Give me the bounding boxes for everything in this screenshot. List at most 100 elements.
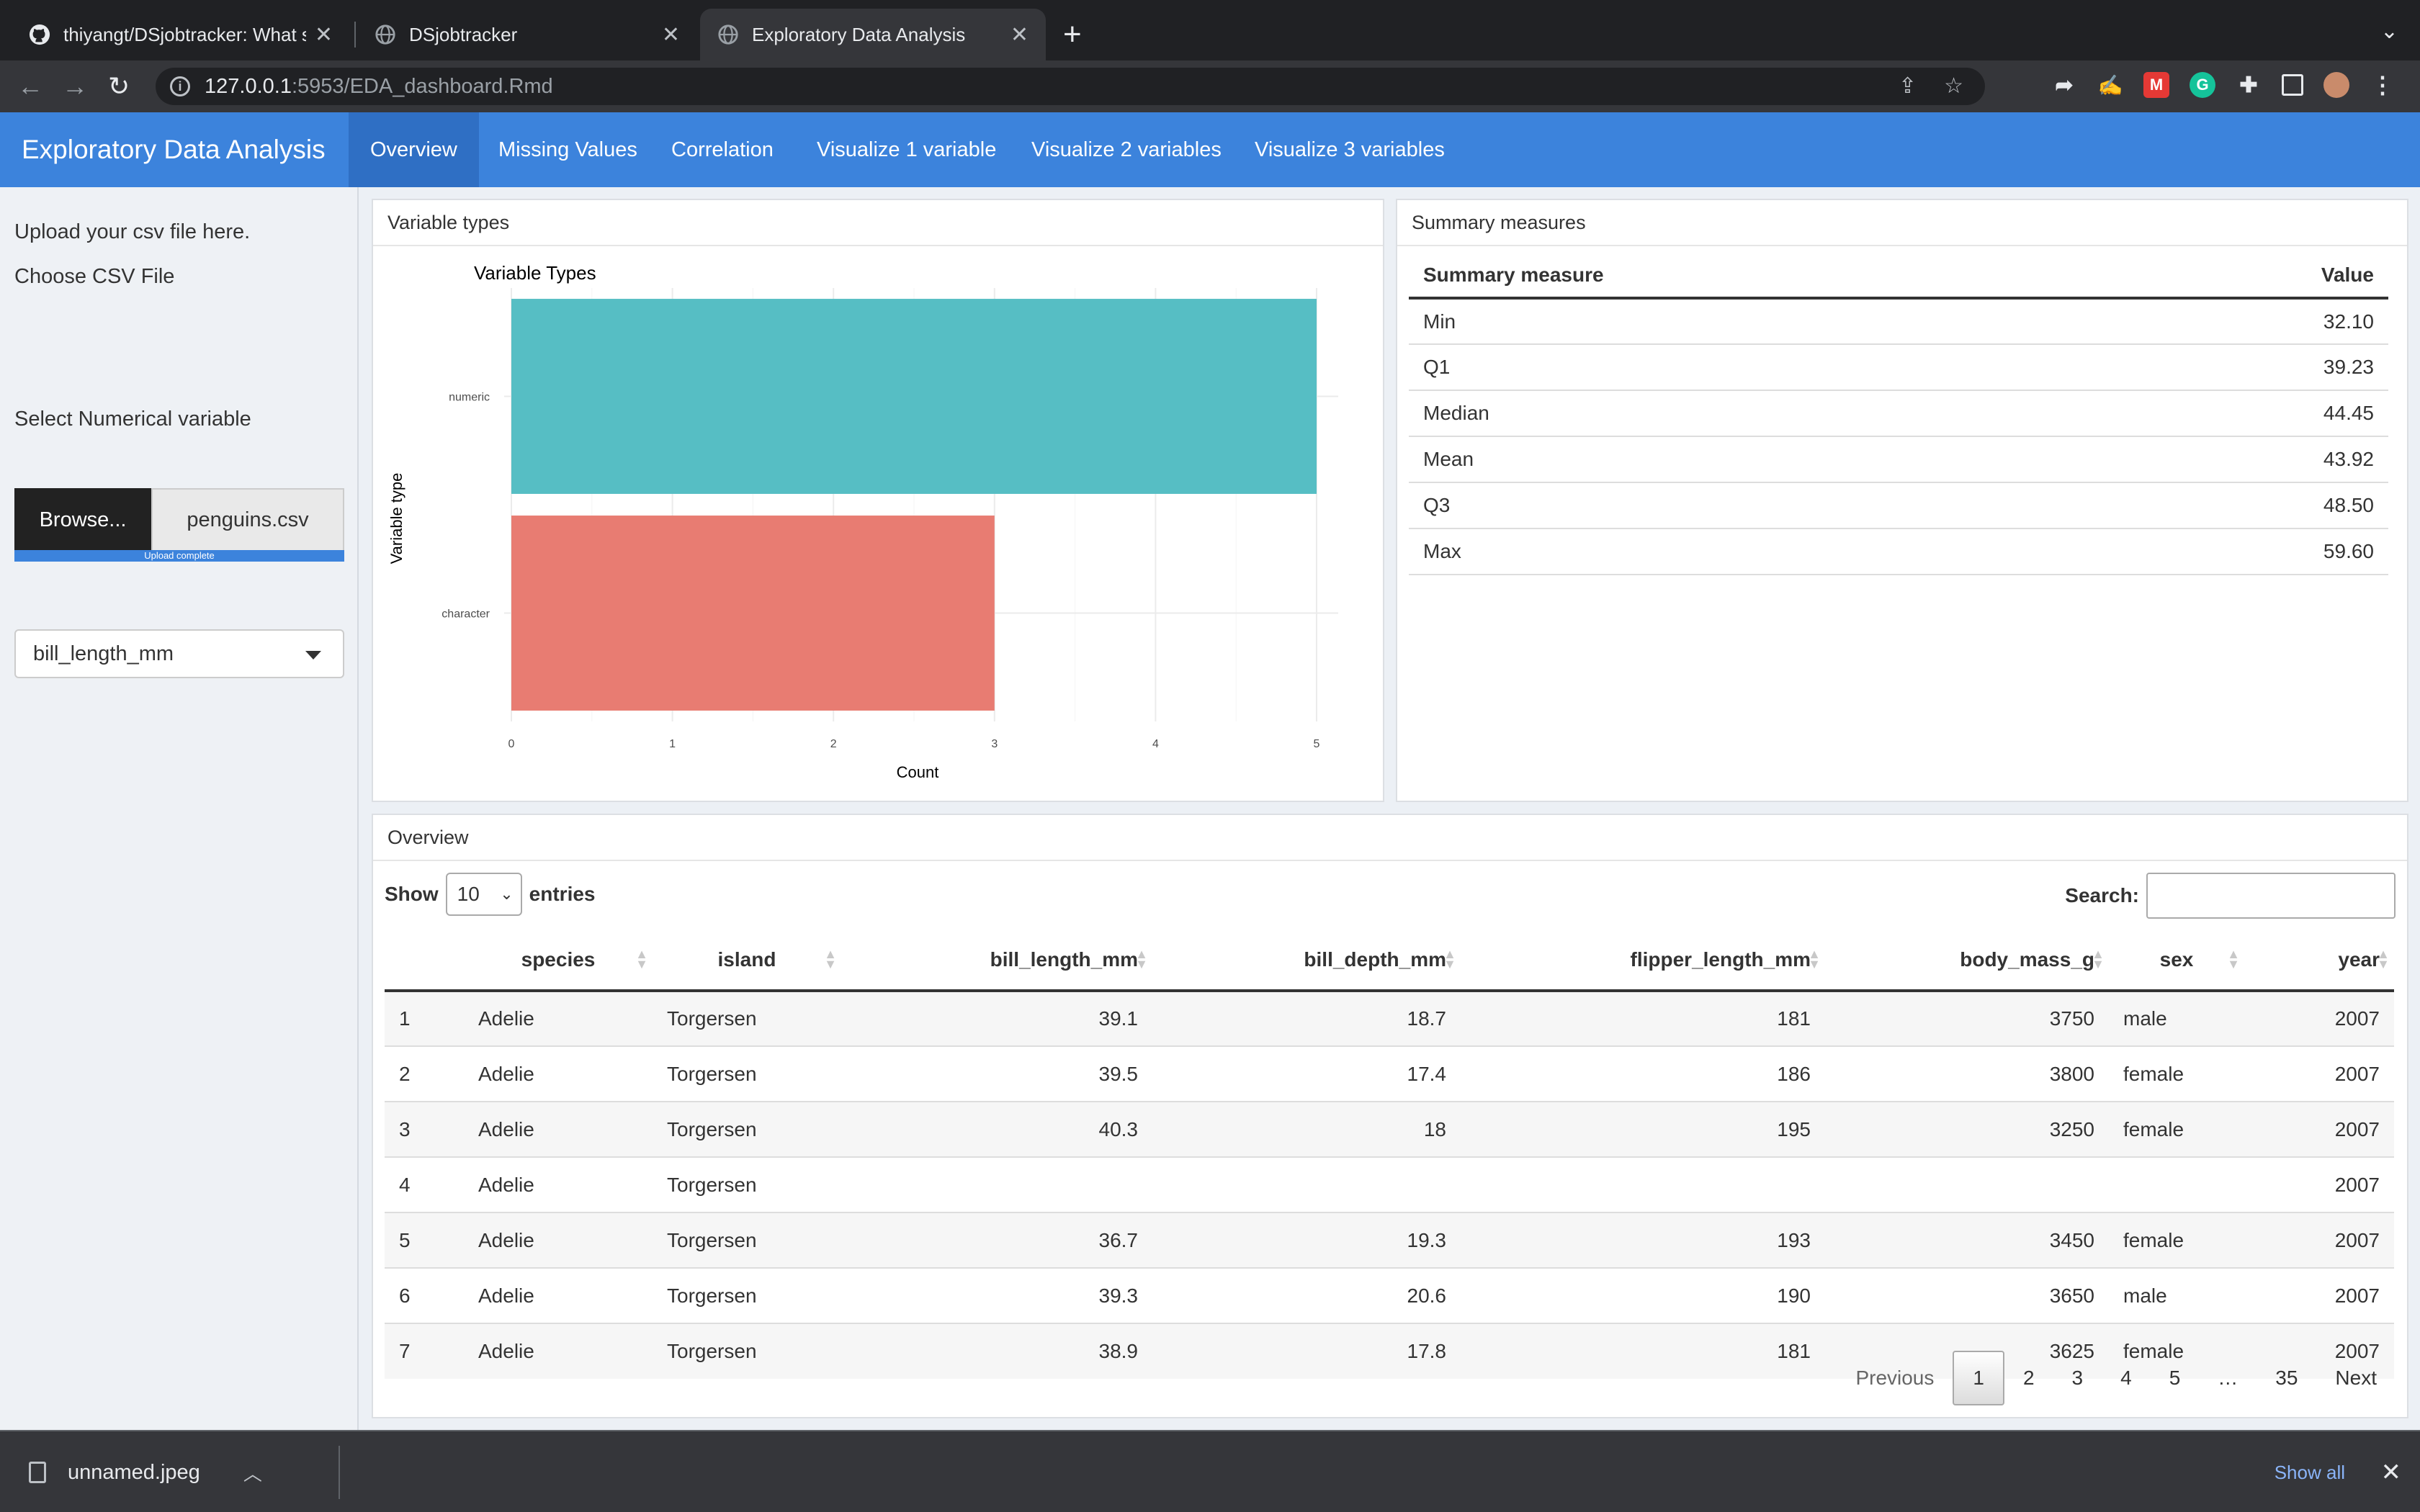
table-row[interactable]: 6 Adelie Torgersen 39.3 20.6 190 3650 male 2007: [385, 1267, 2394, 1323]
summary-measure-value: 43.92: [2113, 436, 2388, 483]
tab-title: Exploratory Data Analysis: [752, 23, 966, 45]
table-cell: 181: [1461, 1323, 1825, 1379]
tab-title: thiyangt/DSjobtracker: What sk: [63, 23, 306, 45]
table-cell: Torgersen: [653, 1212, 841, 1268]
column-header-species[interactable]: species ▲ ▼: [464, 930, 653, 992]
variable-types-chart: Variable Types numeric character 0 1 2 3 4 5 C…: [387, 262, 1338, 781]
close-icon[interactable]: ✕: [1010, 22, 1028, 47]
page-button[interactable]: 5: [2169, 1367, 2181, 1389]
chevron-down-icon: ⌄: [500, 885, 514, 903]
table-row[interactable]: 5 Adelie Torgersen 36.7 19.3 193 3450 female 200…: [385, 1212, 2394, 1268]
browser-tab-github[interactable]: thiyangt/DSjobtracker: What sk ✕: [12, 9, 350, 60]
panel-title: Overview: [373, 815, 2407, 861]
table-cell: 17.8: [1152, 1323, 1461, 1379]
share-icon[interactable]: ⇪: [1898, 74, 1917, 98]
page-button[interactable]: 35: [2275, 1367, 2298, 1389]
column-header-bill-length-mm[interactable]: bill_length_mm ▲ ▼: [841, 930, 1152, 992]
table-row[interactable]: 1 Adelie Torgersen 39.1 18.7 181 3750 male 2007: [385, 990, 2394, 1046]
sort-icon[interactable]: ▲ ▼: [635, 947, 648, 971]
tab-correlation[interactable]: Correlation: [671, 138, 774, 161]
browser-tab-dsjobtracker[interactable]: DSjobtracker ✕: [357, 9, 697, 60]
column-header-year[interactable]: year ▲ ▼: [2244, 930, 2394, 992]
column-header-bill-depth-mm[interactable]: bill_depth_mm ▲ ▼: [1152, 930, 1461, 992]
reload-icon[interactable]: ↻: [108, 71, 130, 101]
info-icon[interactable]: i: [170, 76, 190, 96]
variable-select[interactable]: bill_length_mm: [14, 629, 344, 678]
address-bar[interactable]: i 127.0.0.1:5953/EDA_dashboard.Rmd ⇪ ☆: [156, 68, 1985, 105]
avatar[interactable]: [2323, 72, 2349, 98]
tab-visualize-2[interactable]: Visualize 2 variables: [1031, 138, 1222, 161]
panel-title: Summary measures: [1397, 200, 2407, 246]
tab-visualize-3[interactable]: Visualize 3 variables: [1255, 138, 1445, 161]
table-cell: 193: [1461, 1212, 1825, 1268]
table-row[interactable]: 4 Adelie Torgersen 2007: [385, 1156, 2394, 1212]
column-header-label: flipper_length_mm: [1630, 948, 1811, 971]
next-button[interactable]: Next: [2335, 1367, 2377, 1389]
star-icon[interactable]: ☆: [1944, 74, 1963, 98]
close-icon[interactable]: ✕: [661, 22, 680, 47]
column-header-flipper-length-mm[interactable]: flipper_length_mm ▲ ▼: [1461, 930, 1825, 992]
file-name-field[interactable]: penguins.csv: [151, 488, 344, 552]
table-cell: 39.3: [841, 1267, 1152, 1323]
sort-icon[interactable]: ▲ ▼: [1808, 947, 1821, 971]
puzzle-icon[interactable]: ✚: [2239, 73, 2258, 97]
table-cell: Adelie: [464, 1212, 653, 1268]
pagination-ellipsis: …: [2218, 1367, 2238, 1389]
summary-measure-name: Median: [1409, 390, 2114, 437]
table-cell: 36.7: [841, 1212, 1152, 1268]
sort-icon[interactable]: ▲ ▼: [2092, 947, 2105, 971]
column-header-body-mass-g[interactable]: body_mass_g ▲ ▼: [1825, 930, 2109, 992]
close-icon[interactable]: ✕: [314, 22, 333, 47]
download-item[interactable]: unnamed.jpeg ︿: [29, 1431, 262, 1512]
new-tab-icon[interactable]: +: [1063, 17, 1082, 52]
chevron-down-icon[interactable]: ⌄: [2380, 19, 2398, 43]
page-button[interactable]: 2: [2022, 1367, 2035, 1389]
close-icon[interactable]: ✕: [2380, 1459, 2402, 1486]
tab-overview[interactable]: Overview: [349, 112, 479, 187]
sort-icon[interactable]: ▲ ▼: [2227, 947, 2240, 971]
table-cell: 3750: [1825, 990, 2109, 1046]
table-cell: 2007: [2244, 1045, 2394, 1102]
forward-arrow-icon[interactable]: →: [62, 71, 88, 101]
page-button[interactable]: 3: [2071, 1367, 2084, 1389]
page-button[interactable]: 4: [2120, 1367, 2132, 1389]
file-input-label: Choose CSV File: [14, 265, 175, 288]
page-button[interactable]: 1: [1953, 1351, 2004, 1405]
sidepanel-icon[interactable]: [2282, 74, 2303, 96]
previous-button[interactable]: Previous: [1855, 1367, 1935, 1389]
table-row[interactable]: 3 Adelie Torgersen 40.3 18 195 3250 female 2007: [385, 1101, 2394, 1157]
back-arrow-icon[interactable]: ←: [17, 71, 43, 101]
grammarly-icon[interactable]: G: [2190, 72, 2215, 98]
mendeley-icon[interactable]: M: [2143, 72, 2169, 98]
table-cell: Adelie: [464, 1156, 653, 1212]
table-cell: Adelie: [464, 1101, 653, 1157]
sort-icon[interactable]: ▲ ▼: [2377, 947, 2390, 971]
browse-button[interactable]: Browse...: [14, 488, 151, 552]
chevron-up-icon[interactable]: ︿: [243, 1462, 262, 1485]
summary-measure-value: 32.10: [2113, 298, 2388, 345]
column-header-island[interactable]: island ▲ ▼: [653, 930, 841, 992]
table-cell: 17.4: [1152, 1045, 1461, 1102]
kebab-menu-icon[interactable]: ⋮: [2371, 72, 2394, 98]
show-all-link[interactable]: Show all: [2274, 1462, 2345, 1483]
tab-visualize-1[interactable]: Visualize 1 variable: [817, 138, 997, 161]
signature-icon[interactable]: ✍: [2097, 73, 2123, 96]
column-header-sex[interactable]: sex ▲ ▼: [2109, 930, 2244, 992]
tab-missing-values[interactable]: Missing Values: [498, 138, 637, 161]
x-tick-label: 0: [508, 738, 515, 750]
summary-row: Max 59.60: [1409, 528, 2388, 575]
sort-icon[interactable]: ▲ ▼: [1135, 947, 1148, 971]
tab-divider: [354, 22, 356, 48]
forward-share-icon[interactable]: ➦: [2055, 73, 2074, 97]
table-scroll-area[interactable]: species ▲ ▼ island ▲ ▼ bill_length_mm ▲ ▼ bill_de…: [385, 930, 2394, 1457]
column-header-label: sex: [2159, 948, 2194, 971]
sort-icon[interactable]: ▲ ▼: [1443, 947, 1456, 971]
table-row[interactable]: 2 Adelie Torgersen 39.5 17.4 186 3800 female 200…: [385, 1045, 2394, 1102]
search-input[interactable]: [2146, 873, 2396, 919]
sort-icon[interactable]: ▲ ▼: [824, 947, 837, 971]
column-header-label: bill_length_mm: [990, 948, 1138, 971]
browser-tab-eda[interactable]: Exploratory Data Analysis ✕: [700, 9, 1046, 60]
column-header-label: body_mass_g: [1960, 948, 2094, 971]
column-header-index[interactable]: [385, 930, 464, 992]
entries-select[interactable]: 10 ⌄: [445, 873, 522, 916]
